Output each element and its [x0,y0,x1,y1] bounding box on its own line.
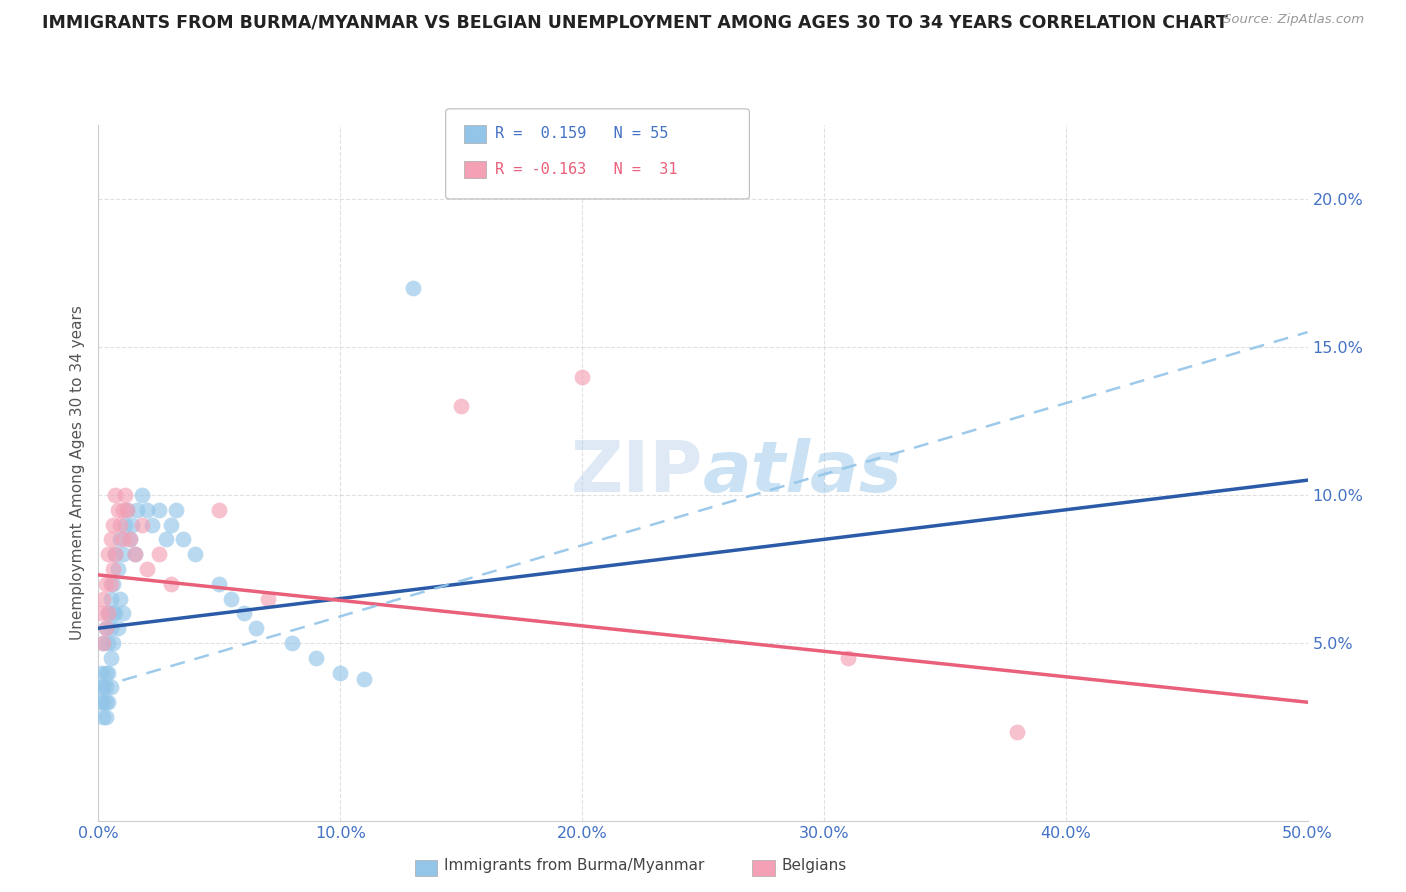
Point [104,547,127,561]
Point [97,665,120,680]
Point [117,502,139,516]
Point [100,576,122,591]
Point [118,533,141,547]
Point [107,621,129,635]
Point [305,650,328,665]
Point [281,636,304,650]
Point [90,607,112,621]
Point [97,695,120,709]
Text: Belgians: Belgians [782,858,846,872]
Point [94,621,117,635]
Text: ZIP: ZIP [571,438,703,508]
Point [97,636,120,650]
Point [104,547,127,561]
Point [221,591,243,606]
Text: Immigrants from Burma/Myanmar: Immigrants from Burma/Myanmar [444,858,704,872]
Point [155,533,177,547]
Point [97,547,120,561]
Point [101,517,124,532]
Point [91,695,114,709]
Point [91,710,114,724]
Point [101,607,124,621]
Text: R =  0.159   N = 55: R = 0.159 N = 55 [495,127,668,141]
Point [94,681,117,695]
Point [232,607,254,621]
Point [107,502,129,516]
Point [91,636,114,650]
Point [165,502,187,516]
Point [135,502,157,516]
Point [127,502,149,516]
Point [104,607,127,621]
Point [97,607,120,621]
Point [107,562,129,576]
Point [101,562,124,576]
Point [172,533,194,547]
Point [108,533,131,547]
Point [111,533,134,547]
Point [837,650,859,665]
Point [108,591,131,606]
Point [114,517,136,532]
Point [94,710,117,724]
Point [124,547,146,561]
Point [108,517,131,532]
Point [184,547,207,561]
Point [91,681,114,695]
Point [90,695,112,709]
Point [94,621,117,635]
Point [100,533,122,547]
Point [97,607,120,621]
Point [131,517,153,532]
Point [90,681,112,695]
Point [1007,724,1029,739]
Point [118,533,141,547]
Point [353,672,375,686]
Point [111,607,134,621]
Point [148,502,170,516]
Point [160,576,183,591]
Point [245,621,267,635]
Point [208,502,231,516]
Point [100,681,122,695]
Point [208,576,231,591]
Point [450,399,472,413]
Point [160,517,183,532]
Y-axis label: Unemployment Among Ages 30 to 34 years: Unemployment Among Ages 30 to 34 years [69,305,84,640]
Point [131,488,153,502]
Point [91,591,114,606]
Point [91,636,114,650]
Text: atlas: atlas [703,438,903,508]
Text: IMMIGRANTS FROM BURMA/MYANMAR VS BELGIAN UNEMPLOYMENT AMONG AGES 30 TO 34 YEARS : IMMIGRANTS FROM BURMA/MYANMAR VS BELGIAN… [42,13,1227,31]
Point [329,665,352,680]
Point [100,591,122,606]
Point [256,591,278,606]
Point [101,636,124,650]
Text: R = -0.163   N =  31: R = -0.163 N = 31 [495,162,678,177]
Point [114,488,136,502]
Point [121,517,143,532]
Point [135,562,157,576]
Point [571,369,593,384]
Point [104,488,127,502]
Point [94,695,117,709]
Point [402,281,425,295]
Point [124,547,146,561]
Point [117,502,139,516]
Point [148,547,170,561]
Point [100,621,122,635]
Point [101,576,124,591]
Point [100,650,122,665]
Text: Source: ZipAtlas.com: Source: ZipAtlas.com [1223,13,1364,27]
Point [94,665,117,680]
Point [90,665,112,680]
Point [94,576,117,591]
Point [111,547,134,561]
Point [141,517,163,532]
Point [111,502,134,516]
